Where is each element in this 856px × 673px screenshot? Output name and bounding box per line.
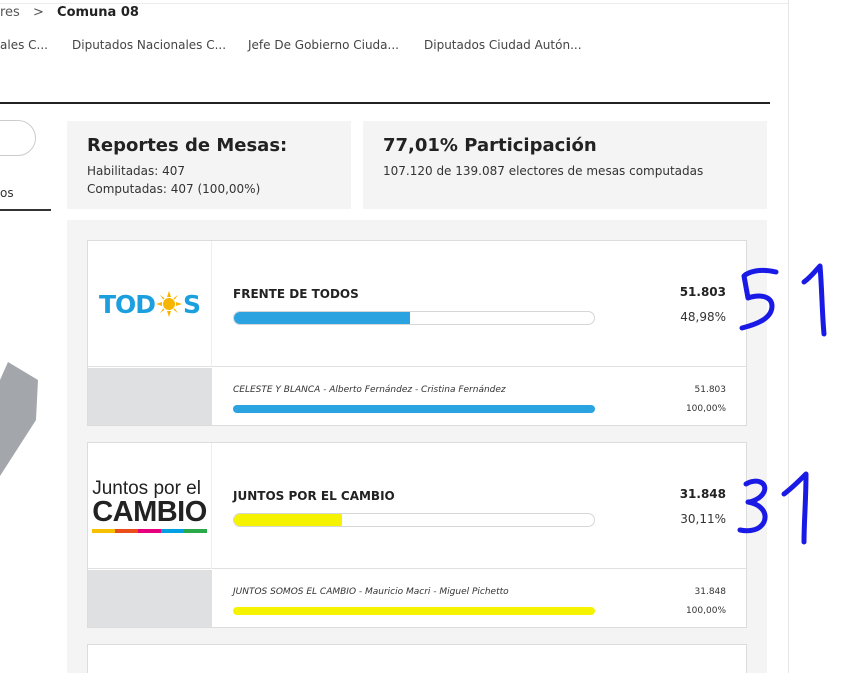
tab-diputados-nacionales[interactable]: Diputados Nacionales C... — [72, 38, 227, 52]
list-percent: 100,00% — [685, 404, 726, 414]
annotation-mark-2: 31 — [0, 0, 2, 1]
party-percent: 30,11% — [680, 512, 726, 526]
category-tabs: ales C... Diputados Nacionales C... Jefe… — [0, 38, 770, 104]
list-name: CELESTE Y BLANCA - Alberto Fernández - C… — [233, 385, 506, 395]
list-image-placeholder — [88, 570, 212, 627]
jxc-logo-line2: CAMBIO — [92, 496, 207, 528]
jxc-stripe — [115, 529, 139, 533]
list-image-placeholder — [88, 368, 212, 425]
todos-logo: TOD — [98, 289, 201, 319]
tab-senadores[interactable]: ales C... — [0, 38, 48, 52]
tab-diputados-ciudad[interactable]: Diputados Ciudad Autón... — [424, 38, 582, 52]
party-percent: 48,98% — [680, 310, 726, 324]
participation-title: 77,01% Participación — [383, 135, 597, 156]
todos-logo-text-b: S — [183, 289, 201, 319]
list-vote-bar — [233, 607, 595, 615]
jxc-logo-line1: Juntos por el — [92, 478, 201, 499]
party-vote-bar-fill — [234, 312, 411, 324]
search-input[interactable] — [0, 120, 36, 156]
annotation-mark-1: 51 — [0, 0, 2, 1]
mesas-habilitadas: Habilitadas: 407 — [87, 164, 186, 178]
list-votes: 51.803 — [694, 385, 727, 395]
party-votes: 51.803 — [679, 285, 726, 299]
party-card-next[interactable] — [87, 644, 747, 673]
top-border — [0, 3, 788, 4]
sun-icon — [156, 291, 183, 317]
party-summary: Juntos por el CAMBIO JUNTOS POR EL CAMBI… — [88, 443, 746, 569]
party-summary: TOD — [88, 241, 746, 367]
mesas-card: Reportes de Mesas: Habilitadas: 407 Comp… — [67, 121, 351, 209]
breadcrumb: res > Comuna 08 — [0, 5, 139, 20]
mesas-title: Reportes de Mesas: — [87, 135, 288, 156]
party-card-frente-de-todos[interactable]: TOD — [87, 240, 747, 426]
participation-card: 77,01% Participación 107.120 de 139.087 … — [363, 121, 767, 209]
jxc-logo: Juntos por el CAMBIO — [92, 479, 207, 533]
party-logo: TOD — [88, 241, 212, 367]
breadcrumb-previous[interactable]: res — [0, 5, 20, 20]
left-tab-label[interactable]: os — [0, 186, 14, 200]
jxc-stripe — [183, 529, 207, 533]
breadcrumb-separator: > — [32, 5, 44, 20]
party-vote-bar — [233, 513, 595, 527]
jxc-stripe — [160, 529, 184, 533]
list-percent: 100,00% — [685, 606, 726, 616]
results-panel: TOD — [67, 220, 767, 673]
annotation-51-digit-1 — [801, 263, 827, 337]
mesas-computadas: Computadas: 407 (100,00%) — [87, 182, 261, 196]
jxc-stripe — [138, 529, 161, 533]
todos-logo-text-a: TOD — [98, 289, 156, 319]
list-vote-bar — [233, 405, 595, 413]
breadcrumb-current: Comuna 08 — [57, 5, 139, 20]
right-divider — [788, 0, 789, 673]
tab-jefe-de-gobierno[interactable]: Jefe De Gobierno Ciuda... — [248, 38, 399, 52]
party-list-row[interactable]: CELESTE Y BLANCA - Alberto Fernández - C… — [88, 368, 746, 425]
participation-detail: 107.120 de 139.087 electores de mesas co… — [383, 164, 704, 178]
left-tab-underline — [0, 209, 51, 211]
party-votes: 31.848 — [679, 487, 726, 501]
party-vote-bar — [233, 311, 595, 325]
jxc-stripe — [92, 529, 116, 533]
list-name: JUNTOS SOMOS EL CAMBIO - Mauricio Macri … — [233, 587, 509, 597]
map-region-shape[interactable] — [0, 340, 40, 480]
party-name: FRENTE DE TODOS — [233, 287, 359, 301]
party-logo: Juntos por el CAMBIO — [88, 443, 212, 569]
party-vote-bar-fill — [234, 514, 343, 526]
party-card-juntos-por-el-cambio[interactable]: Juntos por el CAMBIO JUNTOS POR EL CAMBI… — [87, 442, 747, 628]
list-votes: 31.848 — [694, 587, 727, 597]
party-list-row[interactable]: JUNTOS SOMOS EL CAMBIO - Mauricio Macri … — [88, 570, 746, 627]
party-name: JUNTOS POR EL CAMBIO — [233, 489, 395, 503]
jxc-logo-stripes — [92, 529, 207, 533]
